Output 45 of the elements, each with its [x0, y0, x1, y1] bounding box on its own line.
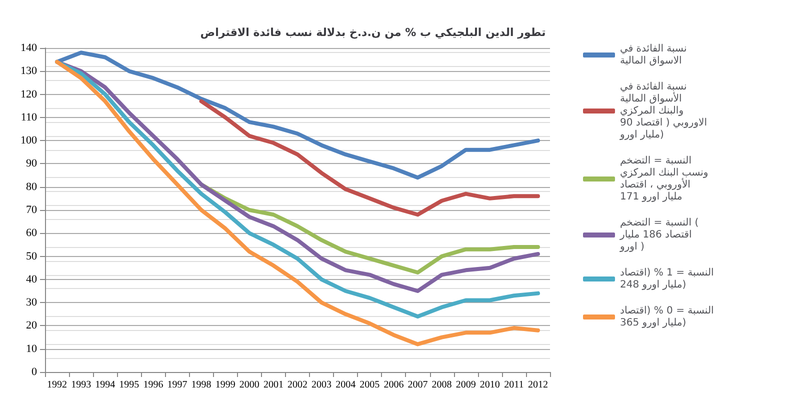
- x-tick-label: 2007: [408, 380, 428, 390]
- x-tick-label: 2000: [239, 380, 260, 390]
- y-tick-label: 120: [20, 88, 38, 100]
- y-tick-label: 110: [20, 111, 38, 124]
- y-tick-label: 130: [20, 65, 38, 78]
- legend-label: نسبة الفائدة في الأسواق المالية والبنك المركزي الاوروبي ( اقتصاد 90 مليار اورو): [619, 82, 710, 140]
- line-series: [199, 99, 540, 217]
- x-tick-label: 1997: [167, 380, 188, 390]
- x-tick-label: 2012: [528, 380, 548, 390]
- x-tick-label: 1992: [47, 380, 68, 390]
- legend-label: النسبة = 0 % (اقتصاد 365 مليار اورو): [620, 306, 717, 328]
- legend-label: النسبة = التضخم ونسب البنك المركزي الأوروبي ، اقتصاد 171 مليار اورو: [620, 156, 712, 202]
- x-tick-label: 2004: [336, 380, 356, 390]
- x-tick-label: 2006: [384, 380, 404, 390]
- x-tick-label: 1994: [95, 380, 116, 390]
- x-tick-label: 2009: [456, 380, 476, 390]
- x-tick-label: 2010: [480, 380, 500, 390]
- x-tick-label: 1998: [191, 380, 212, 390]
- legend-label: النسبة = 1 % (اقتصاد 248 مليار اورو): [620, 268, 717, 290]
- x-tick-label: 2002: [288, 380, 308, 390]
- y-tick-label: 30: [26, 296, 38, 309]
- y-tick-label: 10: [26, 342, 38, 355]
- x-tick-label: 1999: [215, 380, 236, 390]
- y-tick-label: 70: [26, 204, 38, 216]
- line-series: [55, 50, 540, 180]
- x-tick-label: 2008: [432, 380, 452, 390]
- y-tick-label: 60: [26, 227, 38, 240]
- x-tick-label: 2005: [360, 380, 380, 390]
- x-tick-label: 2011: [504, 380, 524, 390]
- x-tick-label: 1993: [71, 380, 92, 390]
- legend-label: نسبة الفائدة في الاسواق المالية: [620, 44, 690, 66]
- x-tick-label: 2001: [263, 380, 284, 390]
- x-tick-label: 1996: [143, 380, 164, 390]
- y-tick-label: 140: [20, 42, 38, 54]
- legend-label: النسبة = التضخم ( اقتصاد 186 مليار اورو ): [619, 218, 702, 252]
- chart-title: تطور الدين البلجيكي ب % من ن.د.خ بدلالة نسب فائدة الاقتراض: [200, 26, 546, 39]
- y-tick-label: 0: [32, 366, 38, 378]
- y-tick-label: 40: [26, 273, 38, 286]
- y-tick-label: 90: [26, 158, 38, 170]
- x-tick-label: 1995: [119, 380, 140, 390]
- y-tick-label: 80: [26, 180, 38, 193]
- x-tick-label: 2003: [312, 380, 332, 390]
- y-tick-label: 20: [26, 320, 38, 332]
- y-tick-label: 100: [20, 134, 38, 147]
- y-tick-label: 50: [26, 250, 38, 262]
